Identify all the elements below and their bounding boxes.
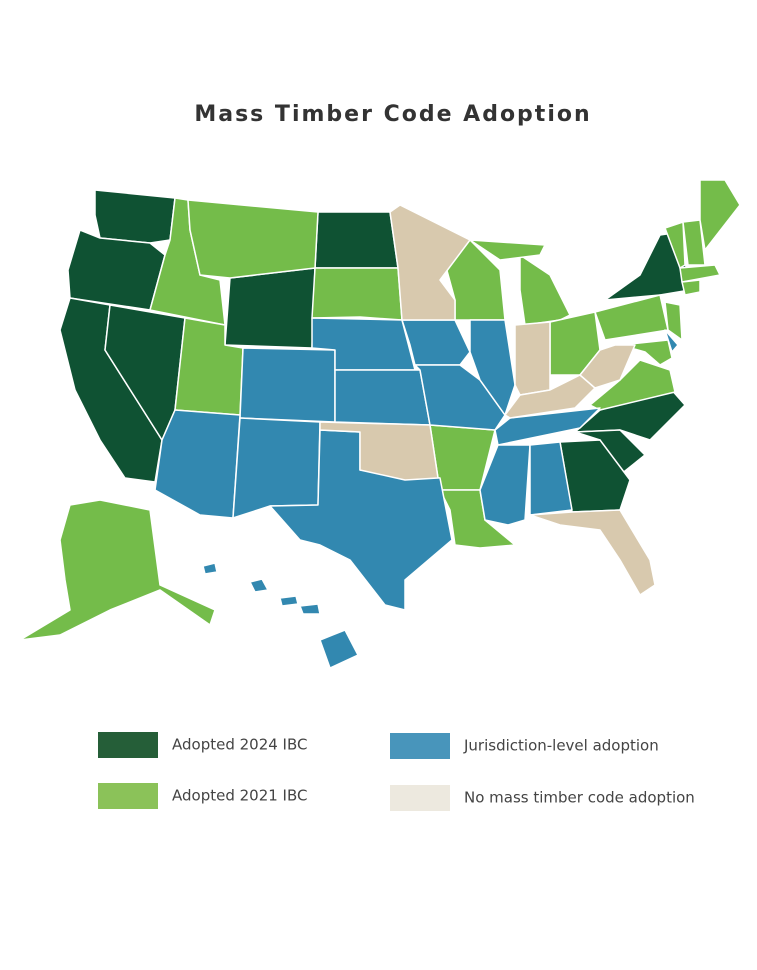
state-region: [681, 279, 701, 296]
state-region: [664, 301, 683, 341]
state-region: [319, 629, 359, 669]
map-title: Mass Timber Code Adoption: [194, 102, 591, 127]
legend: Adopted 2024 IBC Adopted 2021 IBC Jurisdic…: [98, 732, 695, 811]
state-region: [94, 189, 176, 244]
state-region: [224, 267, 316, 349]
state-region: [699, 179, 741, 251]
state-region: [519, 254, 571, 326]
state-region: [414, 364, 506, 431]
state-region: [19, 499, 216, 641]
us-map: [19, 179, 741, 669]
state-region: [334, 369, 431, 426]
state-region: [311, 267, 403, 321]
state-region: [494, 407, 601, 446]
state-region: [202, 562, 218, 575]
state-region: [664, 329, 679, 353]
state-region: [232, 417, 321, 519]
legend-swatch: [98, 783, 158, 809]
state-region: [679, 264, 721, 283]
legend-swatch: [98, 732, 158, 758]
legend-label: No mass timber code adoption: [464, 789, 695, 807]
legend-swatch: [390, 785, 450, 811]
state-region: [239, 347, 336, 423]
state-region: [319, 421, 439, 481]
state-region: [579, 344, 636, 389]
state-region: [314, 211, 399, 269]
state-region: [187, 199, 319, 279]
state-region: [469, 239, 546, 261]
state-region: [389, 204, 471, 321]
legend-swatch: [390, 733, 450, 759]
state-region: [529, 509, 656, 596]
state-region: [154, 409, 241, 519]
state-region: [529, 441, 573, 516]
state-region: [249, 578, 269, 593]
state-region: [299, 603, 321, 615]
state-region: [594, 294, 669, 341]
state-region: [279, 595, 299, 607]
legend-label: Jurisdiction-level adoption: [463, 737, 659, 755]
legend-label: Adopted 2024 IBC: [172, 736, 307, 754]
state-region: [682, 219, 706, 266]
state-region: [514, 321, 551, 396]
state-region: [664, 221, 686, 269]
legend-label: Adopted 2021 IBC: [172, 787, 307, 805]
